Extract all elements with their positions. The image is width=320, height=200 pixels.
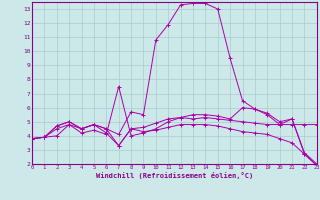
- X-axis label: Windchill (Refroidissement éolien,°C): Windchill (Refroidissement éolien,°C): [96, 172, 253, 179]
